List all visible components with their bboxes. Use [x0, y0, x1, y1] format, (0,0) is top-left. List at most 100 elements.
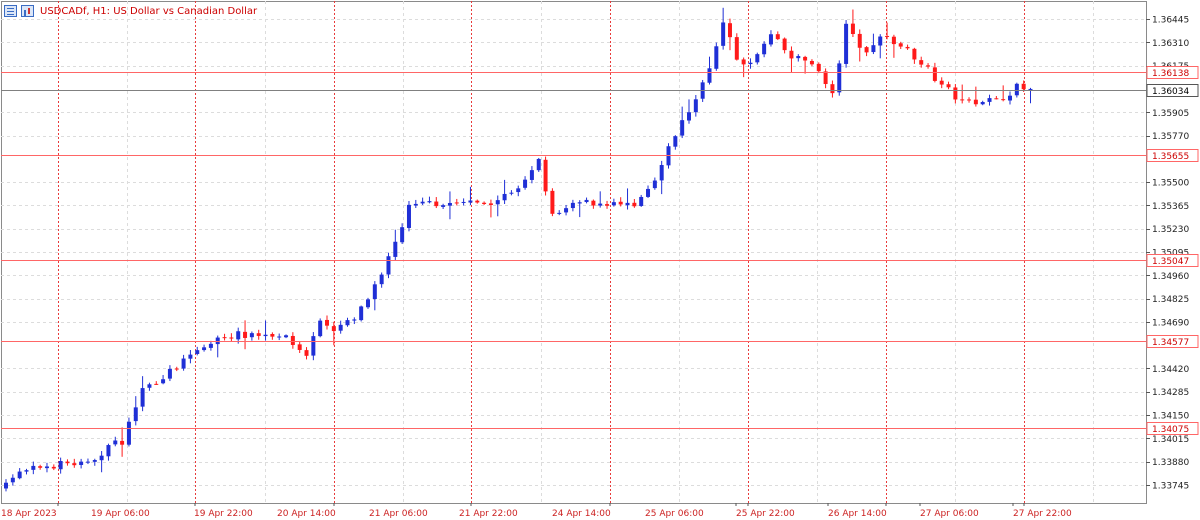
candle-bull	[249, 333, 254, 338]
candle-bear	[885, 35, 890, 37]
candle-bull	[188, 354, 193, 359]
candle-bull	[523, 179, 528, 188]
candle-bull	[58, 461, 63, 470]
candle-bull	[113, 440, 118, 445]
candle-bear	[325, 319, 330, 326]
candle-bull	[393, 241, 398, 257]
y-tick-label: 1.33880	[1152, 458, 1189, 468]
candle-bear	[775, 34, 780, 40]
candle-bull	[871, 45, 876, 53]
candle-bear	[482, 202, 487, 204]
y-tick-label: 1.35365	[1152, 202, 1189, 212]
candle-bull	[652, 180, 657, 189]
candle-bull	[79, 461, 84, 465]
y-tick-label: 1.35770	[1152, 132, 1189, 142]
candle-bull	[133, 407, 138, 422]
candle-bull	[762, 43, 767, 55]
candle-bull	[365, 299, 370, 308]
candle-bear	[994, 98, 999, 100]
level-price-tag	[1146, 422, 1199, 435]
candle-bull	[31, 465, 36, 470]
candle-bear	[550, 190, 555, 214]
candle-bull	[372, 284, 377, 300]
candle-bull	[516, 188, 521, 193]
candle-bear	[973, 99, 978, 105]
candle-bull	[400, 227, 405, 243]
level-price-tag	[1146, 149, 1199, 162]
candle-bear	[454, 202, 459, 204]
candle-bear	[229, 337, 234, 339]
level-price-label: 1.34577	[1152, 338, 1189, 348]
candle-bear	[618, 201, 623, 205]
candle-bull	[707, 68, 712, 83]
candle-bull	[748, 62, 753, 65]
candle-bear	[727, 23, 732, 38]
candle-bear	[891, 36, 896, 45]
candle-bull	[10, 477, 15, 483]
candle-bear	[304, 350, 309, 356]
candle-bear	[830, 84, 835, 94]
candle-bull	[529, 170, 534, 180]
candle-bear	[543, 159, 548, 192]
chart-bars-icon[interactable]	[21, 5, 34, 17]
y-tick-label: 1.35095	[1152, 249, 1189, 259]
candle-bull	[24, 470, 29, 472]
candle-bear	[823, 71, 828, 85]
candle-bear	[816, 63, 821, 72]
y-tick-label: 1.36310	[1152, 39, 1189, 49]
candle-bear	[932, 67, 937, 81]
candle-bull	[85, 461, 90, 463]
candle-bull	[318, 320, 323, 337]
candle-bull	[420, 201, 425, 204]
candle-bear	[120, 440, 125, 445]
candle-bull	[878, 36, 883, 46]
x-tick-label: 19 Apr 06:00	[91, 509, 150, 519]
y-tick-label: 1.34420	[1152, 365, 1189, 375]
candle-bear	[51, 466, 56, 469]
candle-bear	[72, 463, 77, 466]
candle-bull	[161, 379, 166, 384]
candle-bull	[126, 421, 131, 445]
y-tick-label: 1.36445	[1152, 16, 1189, 26]
candle-bear	[290, 335, 295, 345]
candle-bull	[844, 23, 849, 64]
candle-bull	[577, 202, 582, 204]
candle-bear	[926, 65, 931, 67]
x-tick-label: 21 Apr 06:00	[369, 509, 428, 519]
candle-bull	[311, 336, 316, 356]
x-tick-label: 24 Apr 14:00	[552, 509, 611, 519]
candle-bull	[536, 158, 541, 171]
candle-bull	[639, 196, 644, 206]
x-tick-label: 25 Apr 22:00	[736, 509, 795, 519]
candle-bull	[441, 205, 446, 207]
candle-bull	[167, 368, 172, 379]
candle-bear	[809, 60, 814, 65]
candle-bear	[803, 56, 808, 61]
candle-bear	[222, 337, 227, 339]
level-price-tag	[1146, 66, 1199, 79]
x-tick-label: 27 Apr 22:00	[1013, 509, 1072, 519]
candle-bear	[154, 383, 159, 385]
candle-bull	[215, 337, 220, 345]
candle-bear	[967, 99, 972, 101]
candle-bull	[768, 34, 773, 45]
candle-bull	[1014, 83, 1019, 96]
candle-bear	[488, 203, 493, 205]
y-tick-label: 1.35905	[1152, 109, 1189, 119]
candle-bull	[17, 471, 22, 479]
level-price-label: 1.35047	[1152, 257, 1189, 267]
candle-bull	[611, 202, 616, 206]
x-tick-label: 27 Apr 06:00	[920, 509, 979, 519]
list-icon[interactable]	[4, 5, 17, 17]
x-tick-label: 20 Apr 14:00	[277, 509, 336, 519]
candle-bear	[475, 200, 480, 203]
candle-bull	[277, 336, 282, 338]
candle-bear	[905, 46, 910, 49]
candle-bull	[195, 350, 200, 354]
level-price-label: 1.34075	[1152, 425, 1189, 435]
candle-bull	[1008, 95, 1013, 101]
x-tick-label: 21 Apr 22:00	[459, 509, 518, 519]
candle-bull	[352, 319, 357, 321]
